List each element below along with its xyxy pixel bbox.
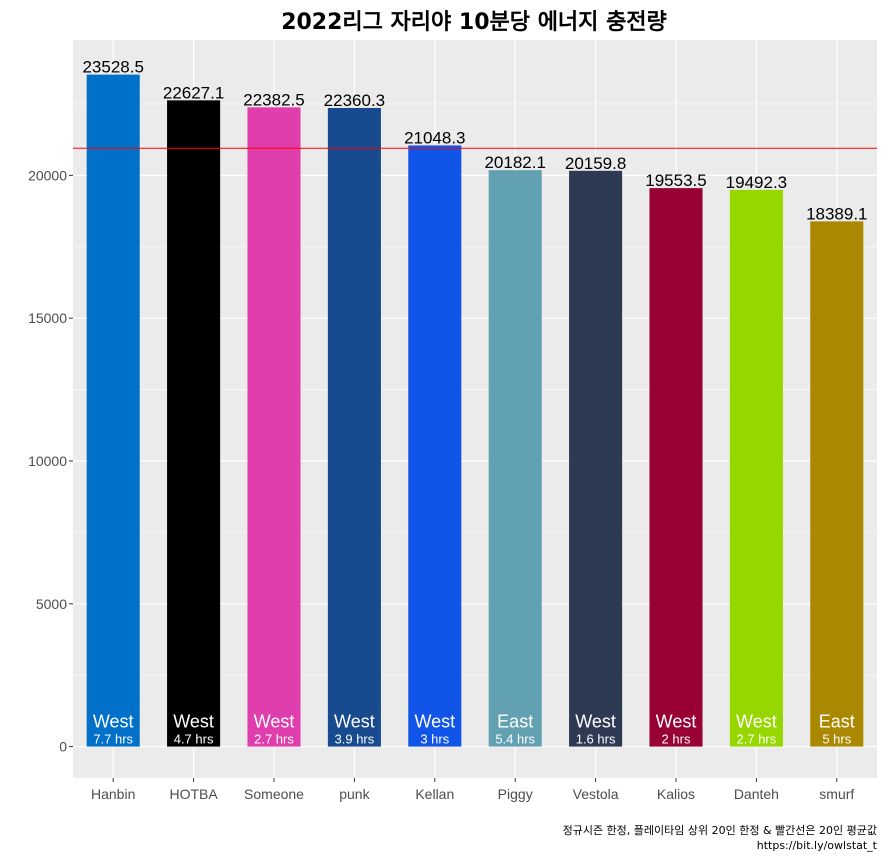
hours-label: 5.4 hrs (495, 732, 535, 747)
region-label: West (93, 712, 134, 732)
hours-label: 1.6 hrs (576, 732, 616, 747)
chart-title: 2022리그 자리야 10분당 에너지 충전량 (281, 10, 667, 35)
y-tick-label: 5000 (36, 596, 67, 612)
value-label: 23528.5 (82, 58, 143, 77)
hours-label: 2.7 hrs (737, 732, 777, 747)
x-tick-label: smurf (819, 786, 854, 802)
x-tick-label: Kellan (415, 786, 454, 802)
bar-vestola (569, 170, 623, 747)
x-tick-label: Kalios (657, 786, 695, 802)
caption-note: 정규시즌 한정, 플레이타임 상위 20인 한정 & 빨간선은 20인 평균값 (563, 824, 877, 837)
caption-url: https://bit.ly/owlstat_t (757, 839, 878, 852)
region-label: East (497, 712, 533, 732)
x-tick-label: punk (339, 786, 370, 802)
y-tick-label: 15000 (28, 310, 67, 326)
hours-label: 2 hrs (662, 732, 691, 747)
bar-kalios (649, 188, 703, 747)
y-tick-label: 0 (59, 739, 67, 755)
hours-label: 2.7 hrs (254, 732, 294, 747)
x-tick-label: Someone (244, 786, 304, 802)
bar-piggy (488, 170, 542, 747)
value-label: 22382.5 (243, 90, 304, 109)
hours-label: 3.9 hrs (335, 732, 375, 747)
bar-punk (327, 107, 381, 747)
hours-label: 4.7 hrs (174, 732, 214, 747)
region-label: West (173, 712, 214, 732)
value-label: 18389.1 (806, 204, 867, 223)
x-tick-label: Danteh (734, 786, 779, 802)
region-label: West (414, 712, 455, 732)
region-label: West (736, 712, 777, 732)
value-label: 20159.8 (565, 154, 626, 173)
value-label: 21048.3 (404, 128, 465, 147)
region-label: West (334, 712, 375, 732)
bar-hanbin (86, 74, 140, 747)
value-label: 19553.5 (645, 171, 706, 190)
value-label: 19492.3 (726, 173, 787, 192)
bars (86, 74, 864, 747)
value-label: 22627.1 (163, 83, 224, 102)
bar-someone (247, 107, 301, 747)
x-tick-label: Hanbin (91, 786, 135, 802)
region-label: East (819, 712, 855, 732)
region-label: West (254, 712, 295, 732)
x-tick-label: HOTBA (169, 786, 218, 802)
region-label: West (575, 712, 616, 732)
hours-label: 3 hrs (420, 732, 449, 747)
axes: 0 5000 10000 15000 20000 Hanbin HOTBA Someone pu… (28, 167, 854, 802)
x-tick-label: Piggy (498, 786, 533, 802)
bar-smurf (810, 221, 864, 747)
region-label: West (656, 712, 697, 732)
bar-hotba (167, 100, 221, 747)
bar-kellan (408, 145, 462, 747)
value-label: 20182.1 (484, 153, 545, 172)
y-tick-label: 20000 (28, 167, 67, 183)
y-tick-label: 10000 (28, 453, 67, 469)
x-tick-label: Vestola (573, 786, 619, 802)
bar-danteh (729, 189, 783, 747)
hours-label: 7.7 hrs (93, 732, 133, 747)
value-label: 22360.3 (324, 91, 385, 110)
hours-label: 5 hrs (822, 732, 851, 747)
